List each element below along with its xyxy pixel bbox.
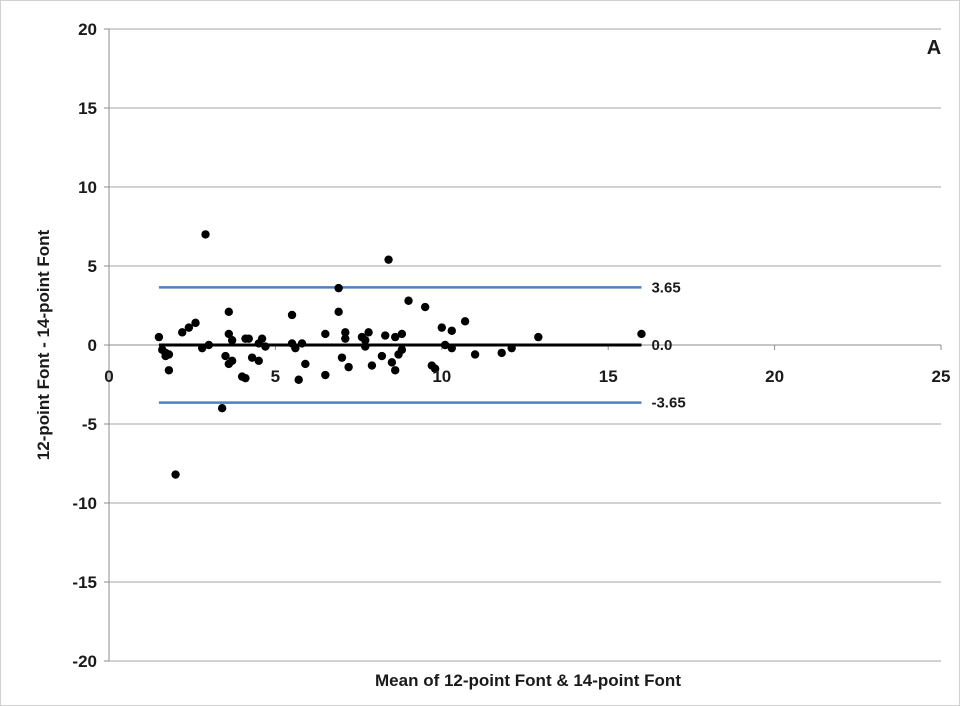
data-point — [397, 329, 407, 339]
data-point — [178, 328, 187, 337]
data-point — [387, 358, 397, 367]
x-tick-labels: 0 5 10 15 20 25 — [104, 367, 950, 386]
mean-label: 0.0 — [651, 337, 672, 354]
data-point — [217, 404, 227, 413]
y-tick-label: 5 — [88, 257, 97, 276]
x-tick-label: 5 — [271, 367, 280, 386]
data-point — [440, 340, 450, 350]
y-tick-label: -15 — [72, 573, 97, 592]
data-point — [164, 350, 174, 359]
data-point — [227, 336, 237, 345]
data-point — [337, 353, 347, 362]
data-point — [364, 328, 373, 337]
y-axis-title: 12-point Font - 14-point Font — [34, 229, 53, 460]
data-point — [507, 343, 516, 353]
data-point — [470, 350, 480, 359]
data-point — [397, 345, 407, 354]
y-tick-label: 20 — [78, 20, 97, 39]
data-point — [201, 230, 210, 239]
data-point — [221, 351, 230, 361]
x-axis-title: Mean of 12-point Font & 14-point Font — [375, 671, 681, 690]
data-point — [334, 283, 343, 293]
y-tick-label: 10 — [78, 178, 97, 197]
data-point — [341, 334, 350, 343]
data-point — [254, 356, 263, 365]
data-point — [294, 375, 303, 384]
data-point — [227, 356, 237, 365]
data-point — [257, 334, 267, 343]
data-point — [224, 307, 234, 317]
data-point — [391, 366, 400, 375]
data-point — [437, 323, 446, 332]
x-tick-label: 25 — [932, 367, 951, 386]
data-point — [291, 343, 300, 353]
data-point — [321, 329, 330, 339]
data-point — [381, 331, 390, 340]
data-point — [361, 342, 370, 351]
data-point — [344, 362, 353, 372]
x-tick-label: 0 — [104, 367, 113, 386]
data-point — [447, 343, 456, 353]
data-point — [241, 373, 250, 383]
y-tick-labels: 20 15 10 5 0 -5 -10 -15 -20 — [72, 20, 97, 671]
x-tick-label: 15 — [599, 367, 618, 386]
data-point — [244, 334, 253, 343]
lower-limit-label: -3.65 — [651, 395, 685, 412]
data-point — [534, 332, 543, 342]
reference-lines — [158, 286, 642, 404]
data-point — [497, 348, 506, 358]
data-point — [391, 332, 400, 342]
data-point — [334, 307, 343, 317]
data-point — [184, 323, 194, 332]
data-point — [377, 351, 387, 361]
y-tick-label: -20 — [72, 652, 97, 671]
data-point — [297, 339, 307, 348]
data-point — [404, 296, 413, 305]
data-point — [361, 336, 370, 345]
data-point — [420, 302, 430, 312]
gridlines — [109, 28, 941, 662]
data-point — [384, 255, 393, 264]
reference-line-labels: 3.65 0.0 -3.65 — [651, 279, 685, 411]
data-point — [247, 353, 257, 362]
data-point — [447, 326, 456, 335]
data-point — [460, 317, 470, 326]
upper-limit-label: 3.65 — [651, 279, 680, 296]
data-point — [164, 366, 174, 375]
data-point — [287, 310, 297, 320]
data-point — [191, 318, 200, 328]
data-point — [224, 329, 234, 339]
data-point — [154, 332, 164, 342]
y-tick-label: 0 — [88, 336, 97, 355]
data-point — [204, 340, 214, 350]
y-tick-label: -5 — [82, 415, 97, 434]
x-tick-label: 20 — [765, 367, 784, 386]
data-point — [367, 361, 377, 370]
data-point — [321, 370, 330, 380]
data-point — [430, 364, 440, 373]
data-point — [261, 342, 270, 351]
y-tick-label: -10 — [72, 494, 97, 513]
x-tick-label: 10 — [432, 367, 451, 386]
data-points — [154, 230, 646, 479]
data-point — [637, 329, 646, 339]
data-point — [341, 328, 350, 337]
data-point — [197, 343, 207, 353]
y-tick-label: 15 — [78, 99, 97, 118]
panel-label: A — [927, 37, 941, 59]
data-point — [301, 359, 310, 369]
data-point — [171, 470, 180, 479]
